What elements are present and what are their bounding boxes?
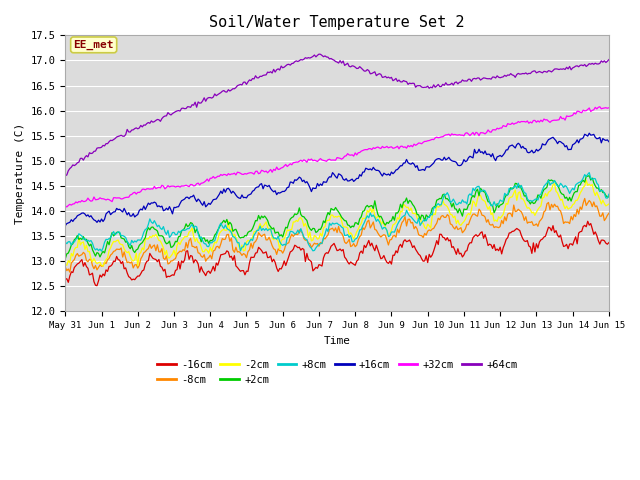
+8cm	[61, 240, 69, 245]
-8cm	[540, 209, 548, 215]
Text: EE_met: EE_met	[74, 40, 114, 50]
+16cm	[539, 141, 547, 147]
-8cm	[581, 195, 589, 201]
+16cm	[61, 223, 69, 228]
+64cm	[77, 156, 84, 161]
-16cm	[372, 242, 380, 248]
Line: +64cm: +64cm	[65, 54, 609, 176]
-8cm	[66, 269, 74, 275]
-2cm	[372, 216, 380, 221]
-2cm	[164, 255, 172, 261]
+32cm	[63, 204, 70, 210]
+16cm	[605, 139, 612, 144]
+2cm	[77, 235, 84, 241]
-8cm	[390, 232, 398, 238]
+64cm	[315, 51, 323, 57]
-16cm	[403, 239, 410, 244]
+16cm	[371, 167, 379, 172]
+64cm	[605, 57, 612, 62]
+64cm	[61, 173, 69, 179]
+64cm	[372, 73, 380, 79]
+16cm	[77, 211, 84, 217]
-8cm	[605, 210, 612, 216]
-8cm	[372, 227, 380, 233]
-8cm	[164, 261, 172, 267]
-2cm	[99, 263, 107, 269]
-16cm	[540, 234, 548, 240]
Title: Soil/Water Temperature Set 2: Soil/Water Temperature Set 2	[209, 15, 465, 30]
+64cm	[403, 79, 410, 84]
+8cm	[586, 170, 593, 176]
Line: +2cm: +2cm	[65, 176, 609, 259]
+64cm	[540, 69, 548, 74]
+2cm	[61, 256, 69, 262]
+2cm	[539, 190, 547, 195]
+32cm	[596, 104, 604, 109]
+8cm	[164, 228, 172, 233]
Line: +16cm: +16cm	[65, 133, 609, 226]
X-axis label: Time: Time	[324, 336, 351, 346]
Y-axis label: Temperature (C): Temperature (C)	[15, 123, 25, 224]
+2cm	[401, 199, 409, 204]
+16cm	[163, 205, 170, 211]
-16cm	[77, 259, 84, 264]
+8cm	[403, 207, 410, 213]
+8cm	[605, 192, 612, 197]
+16cm	[401, 160, 409, 166]
-2cm	[77, 242, 84, 248]
+8cm	[77, 232, 84, 238]
+64cm	[163, 113, 170, 119]
+2cm	[163, 241, 170, 247]
+32cm	[78, 198, 86, 204]
+8cm	[540, 183, 548, 189]
-2cm	[582, 177, 590, 183]
-8cm	[403, 223, 410, 229]
Line: -16cm: -16cm	[65, 221, 609, 286]
-16cm	[93, 283, 101, 288]
-2cm	[61, 262, 69, 267]
+8cm	[372, 218, 380, 224]
Line: -8cm: -8cm	[65, 198, 609, 272]
+32cm	[61, 203, 69, 209]
-8cm	[61, 264, 69, 270]
Legend: -16cm, -8cm, -2cm, +2cm, +8cm, +16cm, +32cm, +64cm: -16cm, -8cm, -2cm, +2cm, +8cm, +16cm, +3…	[153, 355, 522, 389]
+2cm	[586, 173, 593, 179]
+8cm	[390, 229, 398, 235]
-16cm	[61, 276, 69, 282]
+2cm	[389, 214, 397, 219]
-16cm	[584, 218, 591, 224]
-2cm	[390, 221, 398, 227]
+2cm	[605, 194, 612, 200]
-8cm	[78, 252, 86, 257]
-2cm	[540, 194, 548, 200]
+16cm	[389, 171, 397, 177]
+32cm	[164, 183, 172, 189]
Line: +8cm: +8cm	[65, 173, 609, 251]
+32cm	[605, 105, 612, 111]
+32cm	[390, 145, 398, 151]
+16cm	[586, 130, 593, 136]
-2cm	[403, 204, 410, 210]
Line: +32cm: +32cm	[65, 107, 609, 207]
-16cm	[164, 274, 172, 279]
+32cm	[403, 145, 410, 151]
-16cm	[390, 252, 398, 258]
Line: -2cm: -2cm	[65, 180, 609, 266]
+8cm	[98, 248, 106, 254]
-16cm	[605, 240, 612, 245]
+2cm	[371, 198, 379, 204]
-2cm	[605, 201, 612, 207]
+64cm	[390, 77, 398, 83]
+32cm	[540, 116, 548, 122]
+32cm	[372, 144, 380, 150]
